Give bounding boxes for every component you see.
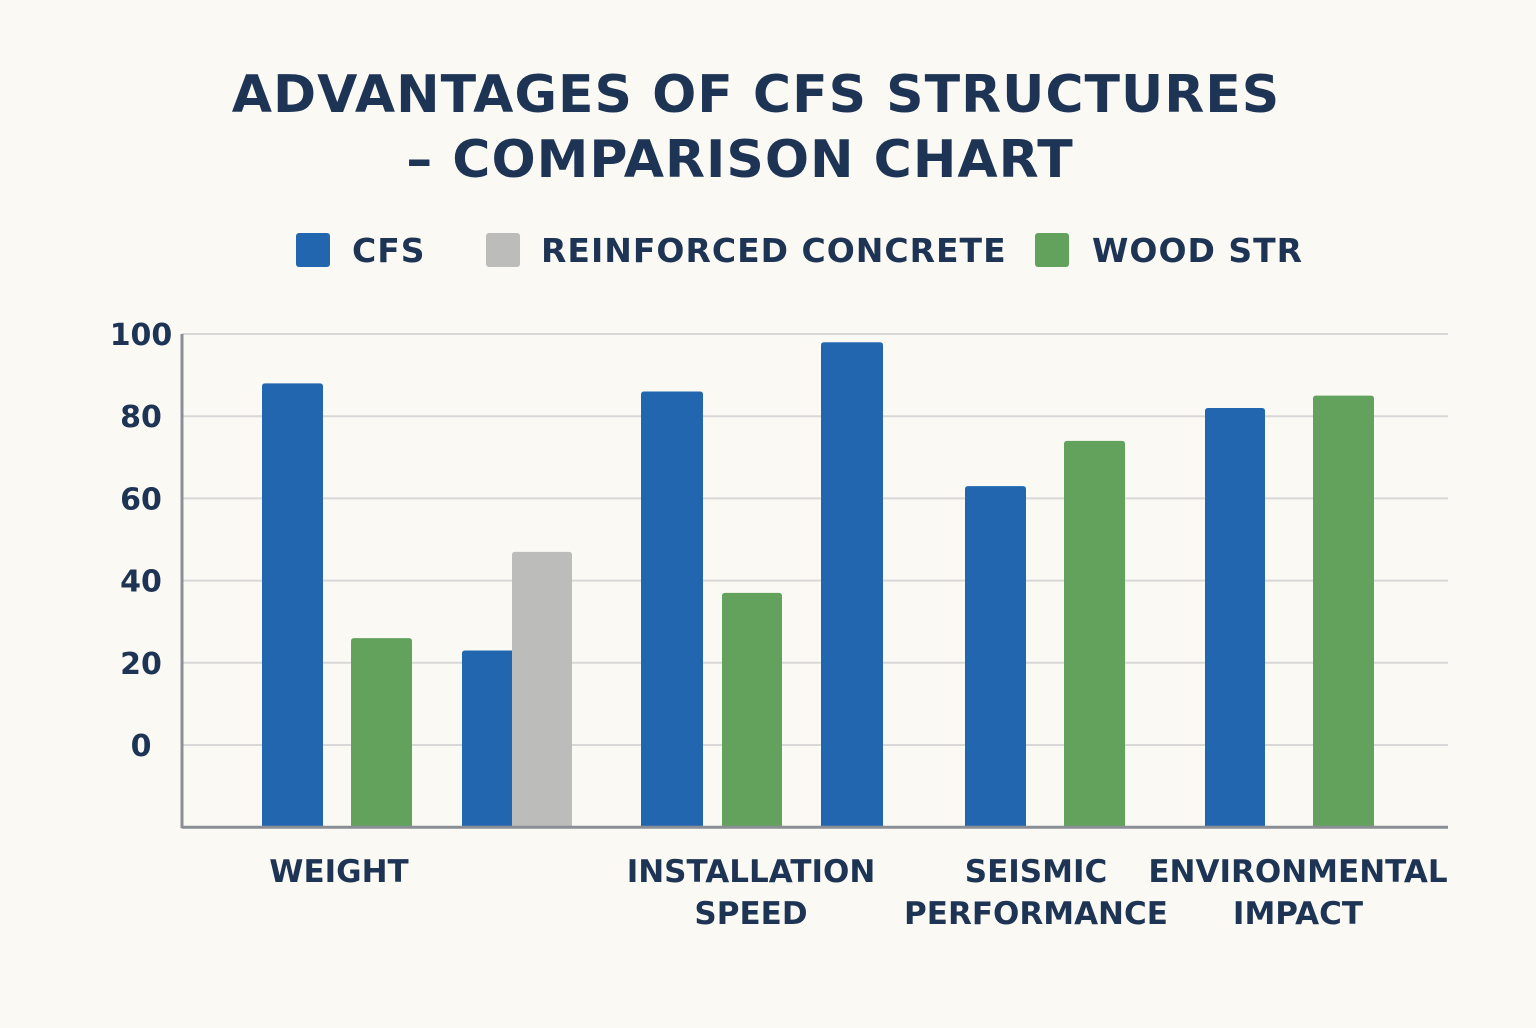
y-tick-label: 20 [120,647,162,682]
y-tick-label: 100 [110,318,173,353]
bar-cfs [1205,407,1265,828]
bar-cfs [965,486,1026,828]
y-tick-label: 60 [120,482,162,517]
legend-label-cfs: CFS [352,231,426,270]
bar-cfs [821,342,883,828]
legend-swatch-cfs [296,233,330,267]
bar-wood-str [351,638,412,828]
x-category-label: SEISMIC PERFORMANCE [904,854,1168,932]
x-axis-labels: WEIGHT INSTALLATION SPEED SEISMIC PERFORMANC… [269,854,1447,932]
bars [262,342,1374,828]
bar-wood-str [722,592,782,828]
bar-cfs [462,650,522,828]
y-axis-ticks: 100 80 60 40 20 0 [110,318,173,764]
bar-cfs [262,383,323,828]
x-category-label-line: ENVIRONMENTAL [1148,854,1447,890]
x-category-label-line: WEIGHT [269,854,408,890]
legend-swatch-reinforced-concrete [486,233,520,267]
bar-reinforced-concrete [512,551,572,828]
chart-title: ADVANTAGES OF CFS STRUCTURES [232,65,1280,125]
axes [180,334,1448,829]
x-category-label: INSTALLATION SPEED [627,854,876,932]
legend-label-wood-str: WOOD STR [1092,231,1303,270]
legend-swatch-wood-str [1035,233,1069,267]
x-category-label-line: PERFORMANCE [904,896,1168,932]
x-category-label-line: IMPACT [1233,896,1363,932]
bar-wood-str [1064,440,1125,828]
chart-subtitle: – COMPARISON CHART [406,130,1074,190]
y-tick-label: 0 [131,729,152,764]
legend: CFS REINFORCED CONCRETE WOOD STR [296,231,1303,270]
y-tick-label: 40 [120,565,162,600]
legend-label-reinforced-concrete: REINFORCED CONCRETE [541,231,1007,270]
x-category-label-line: SEISMIC [965,854,1108,890]
x-category-label: WEIGHT [269,854,408,890]
bar-cfs [641,391,703,828]
x-category-label: ENVIRONMENTAL IMPACT [1148,854,1447,932]
x-category-label-line: SPEED [694,896,807,932]
x-category-label-line: INSTALLATION [627,854,876,890]
y-tick-label: 80 [120,400,162,435]
bar-wood-str [1313,395,1374,828]
